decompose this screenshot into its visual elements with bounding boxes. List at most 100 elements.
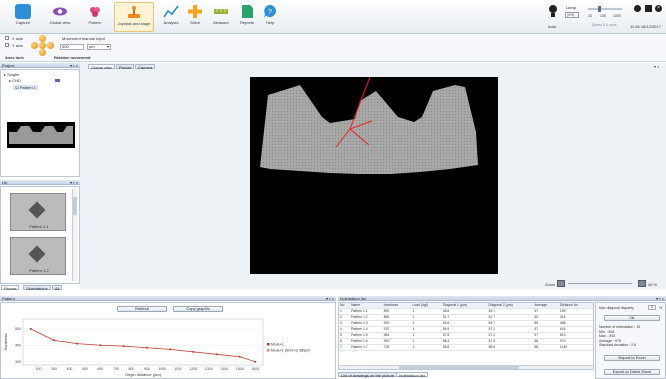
- project-thumbnail[interactable]: [7, 122, 75, 148]
- camera-icon: [15, 4, 31, 19]
- magnification-slider[interactable]: [588, 6, 622, 12]
- zoom-label: Zoom: [545, 282, 556, 287]
- move-home-button[interactable]: [39, 42, 46, 49]
- zoom-actual-button[interactable]: [638, 280, 646, 287]
- record-icon[interactable]: [634, 5, 641, 12]
- tree-item-singlet[interactable]: ▸ Singlet: [4, 72, 20, 77]
- reports-button[interactable]: Reports: [232, 2, 262, 32]
- close-icon[interactable]: ×: [655, 5, 662, 12]
- pin-icon[interactable]: ▾ ▪ ×: [656, 296, 664, 301]
- move-right-button[interactable]: [47, 42, 54, 49]
- table-row[interactable]: 4 Pattern 1.4 970 1 56.9 57.2 57 645: [339, 326, 593, 333]
- tab-picture-view[interactable]: Picture: [116, 64, 135, 70]
- column-header[interactable]: Name: [350, 303, 383, 309]
- measure-button[interactable]: Measure: [206, 2, 236, 32]
- table-cell: 54.7: [487, 320, 534, 327]
- table-row[interactable]: 6 Pattern 1.6 992 1 58.4 57.5 58 974: [339, 338, 593, 345]
- table-cell: 56.9: [441, 326, 488, 333]
- measure-line: [335, 128, 351, 148]
- move-down-button[interactable]: [39, 49, 46, 56]
- table-cell: 970: [382, 326, 412, 333]
- report-icon: [239, 4, 255, 19]
- library-scrollbar[interactable]: [72, 189, 77, 281]
- pin-icon[interactable]: ▾ ▪ ×: [70, 180, 78, 185]
- table-cell: 58: [533, 338, 559, 345]
- movement-unit-select[interactable]: µm ▾: [87, 44, 111, 50]
- table-cell: 57: [533, 332, 559, 339]
- pattern-panel-header: Pattern ▾ ▪ ×: [0, 296, 336, 301]
- tab-drawings-list[interactable]: List of drawings on the picture: [338, 372, 398, 378]
- move-up-button[interactable]: [39, 35, 46, 42]
- library-panel-header: Lib ▾ ▪ ×: [0, 180, 80, 185]
- table-row[interactable]: 3 Pattern 1.3 920 1 54.6 54.7 55 468: [339, 320, 593, 327]
- tab-indentation-list[interactable]: Indentation list: [396, 372, 428, 378]
- y-axis-label: Y axis: [12, 43, 23, 48]
- tab-orientations[interactable]: Orientations: [23, 285, 51, 291]
- ruler-icon: [213, 4, 229, 19]
- table-cell: 3: [339, 320, 351, 327]
- report-to-excel-button[interactable]: Report to Excel: [604, 355, 660, 361]
- table-cell: 51.7: [487, 314, 534, 321]
- capture-button[interactable]: Capture: [8, 2, 38, 32]
- table-cell: Pattern 1.6: [350, 338, 383, 345]
- x-tick-label: 800: [128, 367, 134, 371]
- zoom-fit-button[interactable]: [557, 280, 565, 287]
- pattern-button[interactable]: Pattern: [80, 2, 110, 32]
- library-item-1[interactable]: Pattern 1.1: [10, 193, 66, 231]
- tab-all[interactable]: All: [52, 285, 63, 291]
- column-header[interactable]: Load (kgf): [411, 303, 442, 309]
- export-excel-button[interactable]: Export to Direct Excel: [604, 369, 660, 375]
- global-view-button[interactable]: Global view: [45, 2, 75, 32]
- table-cell: 48.6: [441, 308, 488, 315]
- view-pin-icon[interactable]: ▾ ×: [654, 64, 660, 69]
- ok-button[interactable]: Ok: [604, 315, 660, 321]
- stop-icon[interactable]: [645, 5, 652, 12]
- table-row[interactable]: 1 Pattern 1.1 892 1 48.6 49.7 47 159: [339, 308, 593, 315]
- svg-text:?: ?: [268, 9, 272, 16]
- pin-icon[interactable]: ▾ ▪ ×: [70, 63, 78, 68]
- table-row[interactable]: 2 Pattern 1.2 885 1 51.7 51.7 50 315: [339, 314, 593, 321]
- lamp-select[interactable]: (0%): [565, 12, 579, 18]
- tab-picture[interactable]: Picture: [1, 285, 20, 291]
- library-panel: Pattern 1.1 Pattern 1.2: [0, 186, 80, 284]
- x-tick-label: 500: [82, 367, 88, 371]
- zoom-value: 26 %: [648, 282, 658, 287]
- library-item-2[interactable]: Pattern 1.2: [10, 237, 66, 275]
- data-point: [122, 345, 125, 348]
- column-header[interactable]: No: [339, 303, 351, 309]
- refresh-button[interactable]: Refresh: [117, 306, 167, 312]
- column-header[interactable]: Diagonal 2 (µm): [487, 303, 534, 309]
- legend-entry: Mode+1: [271, 343, 284, 347]
- max-diagonal-input[interactable]: 5: [648, 305, 656, 310]
- table-cell: 57.5: [487, 338, 534, 345]
- table-cell: 7: [339, 344, 351, 351]
- table-cell: 992: [382, 338, 412, 345]
- column-header[interactable]: Hardness: [382, 303, 412, 309]
- tab-global-view[interactable]: Global view: [88, 64, 115, 70]
- lamp-auto-icon[interactable]: [548, 4, 558, 20]
- sample-image-canvas[interactable]: [250, 76, 498, 274]
- legend-swatch: [267, 349, 270, 352]
- column-header[interactable]: Average: [533, 303, 559, 309]
- pin-icon[interactable]: ▾ ▪ ×: [326, 296, 334, 301]
- stitch-button[interactable]: Stitch: [180, 2, 210, 32]
- joystick-and-stage-button[interactable]: Joystick and stage: [114, 2, 154, 32]
- help-button[interactable]: ? Help: [255, 2, 285, 32]
- movement-value-input[interactable]: 500: [60, 44, 84, 50]
- table-row[interactable]: 7 Pattern 1.7 728 1 58.8 58.6 58 1140: [339, 344, 593, 351]
- x-tick-label: 200: [36, 367, 42, 371]
- analysis-button[interactable]: Analysis: [156, 2, 186, 32]
- table-row[interactable]: 5 Pattern 1.5 984 1 57.8 57.2 57 819: [339, 332, 593, 339]
- tab-camera[interactable]: Camera: [135, 64, 156, 70]
- table-cell: 1140: [558, 344, 593, 351]
- column-header[interactable]: Distance fro: [558, 303, 593, 309]
- copy-graphic-button[interactable]: Copy graphic: [173, 306, 223, 312]
- y-axis-checkbox[interactable]: [5, 43, 9, 47]
- move-left-button[interactable]: [31, 42, 38, 49]
- tree-item-pattern-1[interactable]: ☑ Pattern 1: [13, 85, 38, 90]
- x-axis-checkbox[interactable]: [5, 36, 9, 40]
- zoom-slider[interactable]: [568, 283, 632, 284]
- table-horizontal-scrollbar[interactable]: [339, 365, 593, 369]
- column-header[interactable]: Diagonal 1 (µm): [441, 303, 488, 309]
- tree-item-chd[interactable]: ▸ CHD: [9, 78, 21, 83]
